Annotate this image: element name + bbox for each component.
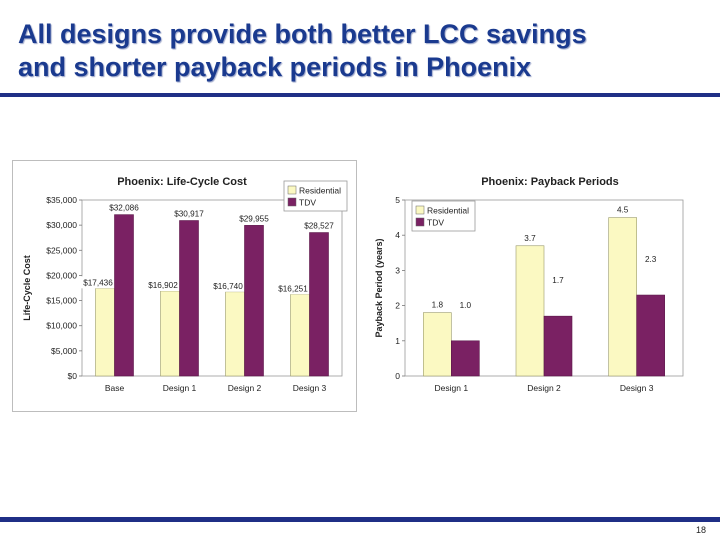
x-tick-label: Design 3 — [620, 383, 654, 393]
data-label: 3.7 — [524, 234, 536, 243]
y-tick-label: 1 — [395, 336, 400, 346]
chart-title: Phoenix: Life-Cycle Cost — [117, 176, 247, 188]
y-tick-label: $0 — [68, 371, 78, 381]
x-tick-label: Design 1 — [163, 383, 197, 393]
bar — [423, 312, 452, 377]
x-tick-label: Design 3 — [293, 383, 327, 393]
data-label: 4.5 — [617, 206, 629, 215]
bar — [225, 291, 245, 377]
bar — [160, 290, 180, 377]
data-label: 2.3 — [645, 255, 657, 264]
legend-label: Residential — [299, 186, 341, 196]
data-label: $32,086 — [109, 204, 139, 213]
bar — [636, 294, 665, 377]
data-label: $30,917 — [174, 210, 204, 219]
data-label: $28,527 — [304, 222, 334, 231]
x-tick-label: Base — [105, 383, 125, 393]
x-tick-label: Design 2 — [527, 383, 561, 393]
data-label-bg — [81, 276, 115, 289]
bar — [543, 315, 573, 377]
data-label-bg — [276, 282, 310, 295]
data-label: $29,955 — [239, 214, 269, 223]
y-tick-label: $25,000 — [46, 245, 77, 255]
bar — [244, 225, 264, 377]
data-label-bg — [211, 279, 245, 292]
y-tick-label: 2 — [395, 301, 400, 311]
x-tick-label: Design 1 — [435, 383, 469, 393]
legend-label: TDV — [299, 198, 316, 208]
bar — [95, 288, 115, 377]
y-axis-label: Payback Period (years) — [374, 238, 384, 337]
x-tick-label: Design 2 — [228, 383, 262, 393]
legend-swatch — [415, 205, 425, 215]
data-label: 1.8 — [432, 301, 444, 310]
legend-label: TDV — [427, 218, 444, 228]
y-tick-label: 5 — [395, 195, 400, 205]
legend-swatch — [287, 185, 297, 195]
data-label-bg — [302, 219, 336, 232]
y-tick-label: $10,000 — [46, 321, 77, 331]
y-tick-label: $15,000 — [46, 296, 77, 306]
data-label: $17,436 — [83, 278, 113, 287]
chart-title: Phoenix: Payback Periods — [481, 176, 619, 188]
legend-label: Residential — [427, 206, 469, 216]
lcc-chart: Phoenix: Life-Cycle Cost Life-Cycle Cost $… — [12, 160, 357, 412]
y-tick-label: 3 — [395, 265, 400, 275]
bar — [309, 232, 329, 377]
bar — [515, 245, 545, 377]
data-label-bg — [172, 207, 206, 220]
payback-chart: Phoenix: Payback Periods Payback Period (… — [374, 176, 684, 393]
bar — [451, 340, 480, 377]
data-label: $16,740 — [213, 282, 243, 291]
data-label: $16,902 — [148, 281, 178, 290]
bar — [114, 214, 134, 377]
bar — [179, 220, 199, 377]
y-tick-label: 0 — [395, 371, 400, 381]
data-label-bg — [107, 201, 141, 214]
slide-title: All designs provide both better LCC savi… — [18, 18, 708, 84]
y-tick-label: $20,000 — [46, 270, 77, 280]
y-tick-label: $30,000 — [46, 220, 77, 230]
legend-swatch — [287, 197, 297, 207]
data-label: 1.7 — [552, 276, 564, 285]
slide-title-line-1: All designs provide both better LCC savi… — [18, 19, 587, 49]
data-label: 1.0 — [460, 301, 472, 310]
data-label-bg — [146, 279, 180, 292]
footer-rule — [0, 517, 720, 522]
bar — [290, 293, 310, 377]
y-tick-label: $5,000 — [51, 346, 77, 356]
bar — [608, 217, 637, 377]
page-number: 18 — [695, 525, 706, 535]
y-axis-label: Life-Cycle Cost — [22, 255, 32, 321]
data-label-bg — [237, 212, 271, 225]
data-label: $16,251 — [278, 284, 308, 293]
slide-title-line-2: and shorter payback periods in Phoenix — [18, 52, 532, 82]
y-tick-label: 4 — [395, 230, 400, 240]
legend-swatch — [415, 217, 425, 227]
title-rule — [0, 93, 720, 97]
y-tick-label: $35,000 — [46, 195, 77, 205]
